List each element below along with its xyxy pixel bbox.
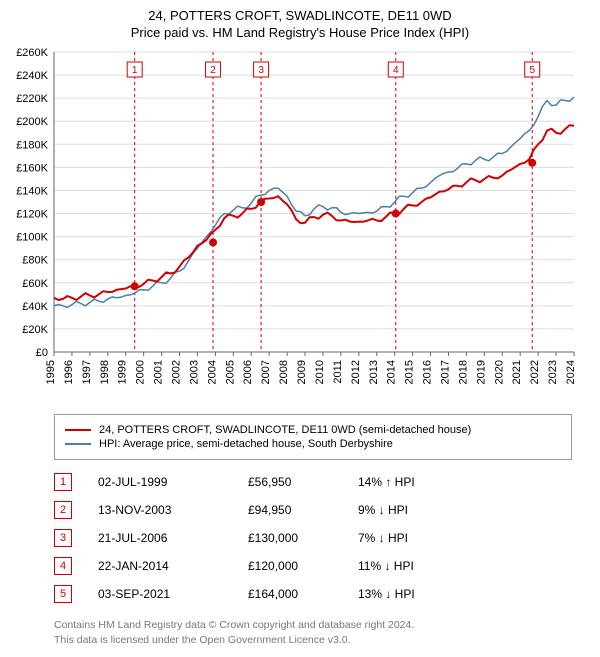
sale-row: 5 03-SEP-2021£164,00013% ↓ HPI	[54, 580, 572, 608]
svg-text:2002: 2002	[171, 360, 183, 384]
svg-text:1995: 1995	[45, 360, 57, 384]
sale-date: 13-NOV-2003	[98, 503, 248, 517]
svg-text:1997: 1997	[81, 360, 93, 384]
svg-text:£20K: £20K	[22, 324, 48, 336]
svg-text:£60K: £60K	[22, 278, 48, 290]
sale-pct: 13% ↓ HPI	[358, 587, 478, 601]
svg-text:2023: 2023	[547, 360, 559, 384]
svg-text:£160K: £160K	[16, 162, 48, 174]
chart: £0 £20K £40K £60K £80K £100K £120K £140K £160K £1…	[10, 46, 590, 406]
page-subtitle: Price paid vs. HM Land Registry's House …	[10, 25, 590, 40]
legend-label: 24, POTTERS CROFT, SWADLINCOTE, DE11 0WD…	[99, 424, 471, 436]
svg-text:£120K: £120K	[16, 208, 48, 220]
footer-line1: Contains HM Land Registry data © Crown c…	[54, 618, 572, 633]
svg-text:£180K: £180K	[16, 139, 48, 151]
svg-text:1: 1	[132, 65, 138, 76]
svg-text:2006: 2006	[242, 360, 254, 384]
svg-text:2: 2	[210, 65, 216, 76]
svg-text:2018: 2018	[457, 360, 469, 384]
legend-item: HPI: Average price, semi-detached house,…	[65, 438, 561, 450]
svg-text:£200K: £200K	[16, 116, 48, 128]
svg-text:2012: 2012	[350, 360, 362, 384]
svg-text:2015: 2015	[404, 360, 416, 384]
svg-text:2017: 2017	[439, 360, 451, 384]
svg-text:£240K: £240K	[16, 70, 48, 82]
svg-text:2010: 2010	[314, 360, 326, 384]
sale-pct: 14% ↑ HPI	[358, 475, 478, 489]
sale-number-badge: 5	[54, 585, 72, 603]
svg-text:£100K: £100K	[16, 232, 48, 244]
svg-text:£0: £0	[36, 347, 48, 359]
sale-row: 2 13-NOV-2003£94,9509% ↓ HPI	[54, 496, 572, 524]
footer-line2: This data is licensed under the Open Gov…	[54, 633, 572, 648]
legend-item: 24, POTTERS CROFT, SWADLINCOTE, DE11 0WD…	[65, 424, 561, 436]
svg-text:1998: 1998	[99, 360, 111, 384]
sale-date: 22-JAN-2014	[98, 559, 248, 573]
chart-svg: £0 £20K £40K £60K £80K £100K £120K £140K £160K £1…	[10, 46, 590, 406]
svg-text:2008: 2008	[278, 360, 290, 384]
page-title: 24, POTTERS CROFT, SWADLINCOTE, DE11 0WD	[10, 8, 590, 25]
svg-text:5: 5	[529, 65, 535, 76]
sale-price: £56,950	[248, 475, 358, 489]
sale-row: 3 21-JUL-2006£130,0007% ↓ HPI	[54, 524, 572, 552]
legend-swatch	[65, 429, 91, 431]
sale-date: 02-JUL-1999	[98, 475, 248, 489]
sale-row: 4 22-JAN-2014£120,00011% ↓ HPI	[54, 552, 572, 580]
sale-number-badge: 4	[54, 557, 72, 575]
page: 24, POTTERS CROFT, SWADLINCOTE, DE11 0WD…	[0, 0, 600, 657]
footer: Contains HM Land Registry data © Crown c…	[54, 618, 572, 647]
svg-text:2000: 2000	[135, 360, 147, 384]
sale-pct: 9% ↓ HPI	[358, 503, 478, 517]
svg-text:2024: 2024	[565, 360, 577, 384]
svg-text:2020: 2020	[493, 360, 505, 384]
sale-date: 21-JUL-2006	[98, 531, 248, 545]
svg-text:2007: 2007	[260, 360, 272, 384]
svg-text:2022: 2022	[529, 360, 541, 384]
svg-text:2009: 2009	[296, 360, 308, 384]
sale-pct: 11% ↓ HPI	[358, 559, 478, 573]
sale-price: £120,000	[248, 559, 358, 573]
svg-text:£220K: £220K	[16, 93, 48, 105]
sale-price: £164,000	[248, 587, 358, 601]
svg-text:2021: 2021	[511, 360, 523, 384]
svg-text:1996: 1996	[63, 360, 75, 384]
svg-text:£260K: £260K	[16, 47, 48, 59]
svg-text:2011: 2011	[332, 360, 344, 384]
sale-price: £94,950	[248, 503, 358, 517]
legend-label: HPI: Average price, semi-detached house,…	[99, 438, 393, 450]
sales-table: 1 02-JUL-1999£56,95014% ↑ HPI 2 13-NOV-2003…	[54, 468, 572, 608]
sale-number-badge: 1	[54, 473, 72, 491]
sale-number-badge: 2	[54, 501, 72, 519]
sale-price: £130,000	[248, 531, 358, 545]
svg-text:4: 4	[393, 65, 399, 76]
svg-text:2005: 2005	[224, 360, 236, 384]
svg-text:3: 3	[258, 65, 264, 76]
svg-text:2004: 2004	[206, 360, 218, 384]
svg-text:2016: 2016	[422, 360, 434, 384]
sale-row: 1 02-JUL-1999£56,95014% ↑ HPI	[54, 468, 572, 496]
svg-text:£40K: £40K	[22, 301, 48, 313]
svg-text:£140K: £140K	[16, 185, 48, 197]
sale-pct: 7% ↓ HPI	[358, 531, 478, 545]
svg-text:£80K: £80K	[22, 255, 48, 267]
svg-text:1999: 1999	[117, 360, 129, 384]
sale-number-badge: 3	[54, 529, 72, 547]
svg-text:2019: 2019	[475, 360, 487, 384]
svg-text:2013: 2013	[368, 360, 380, 384]
svg-text:2014: 2014	[386, 360, 398, 384]
legend-swatch	[65, 443, 91, 445]
svg-text:2001: 2001	[153, 360, 165, 384]
svg-text:2003: 2003	[188, 360, 200, 384]
legend: 24, POTTERS CROFT, SWADLINCOTE, DE11 0WD…	[54, 414, 572, 460]
sale-date: 03-SEP-2021	[98, 587, 248, 601]
